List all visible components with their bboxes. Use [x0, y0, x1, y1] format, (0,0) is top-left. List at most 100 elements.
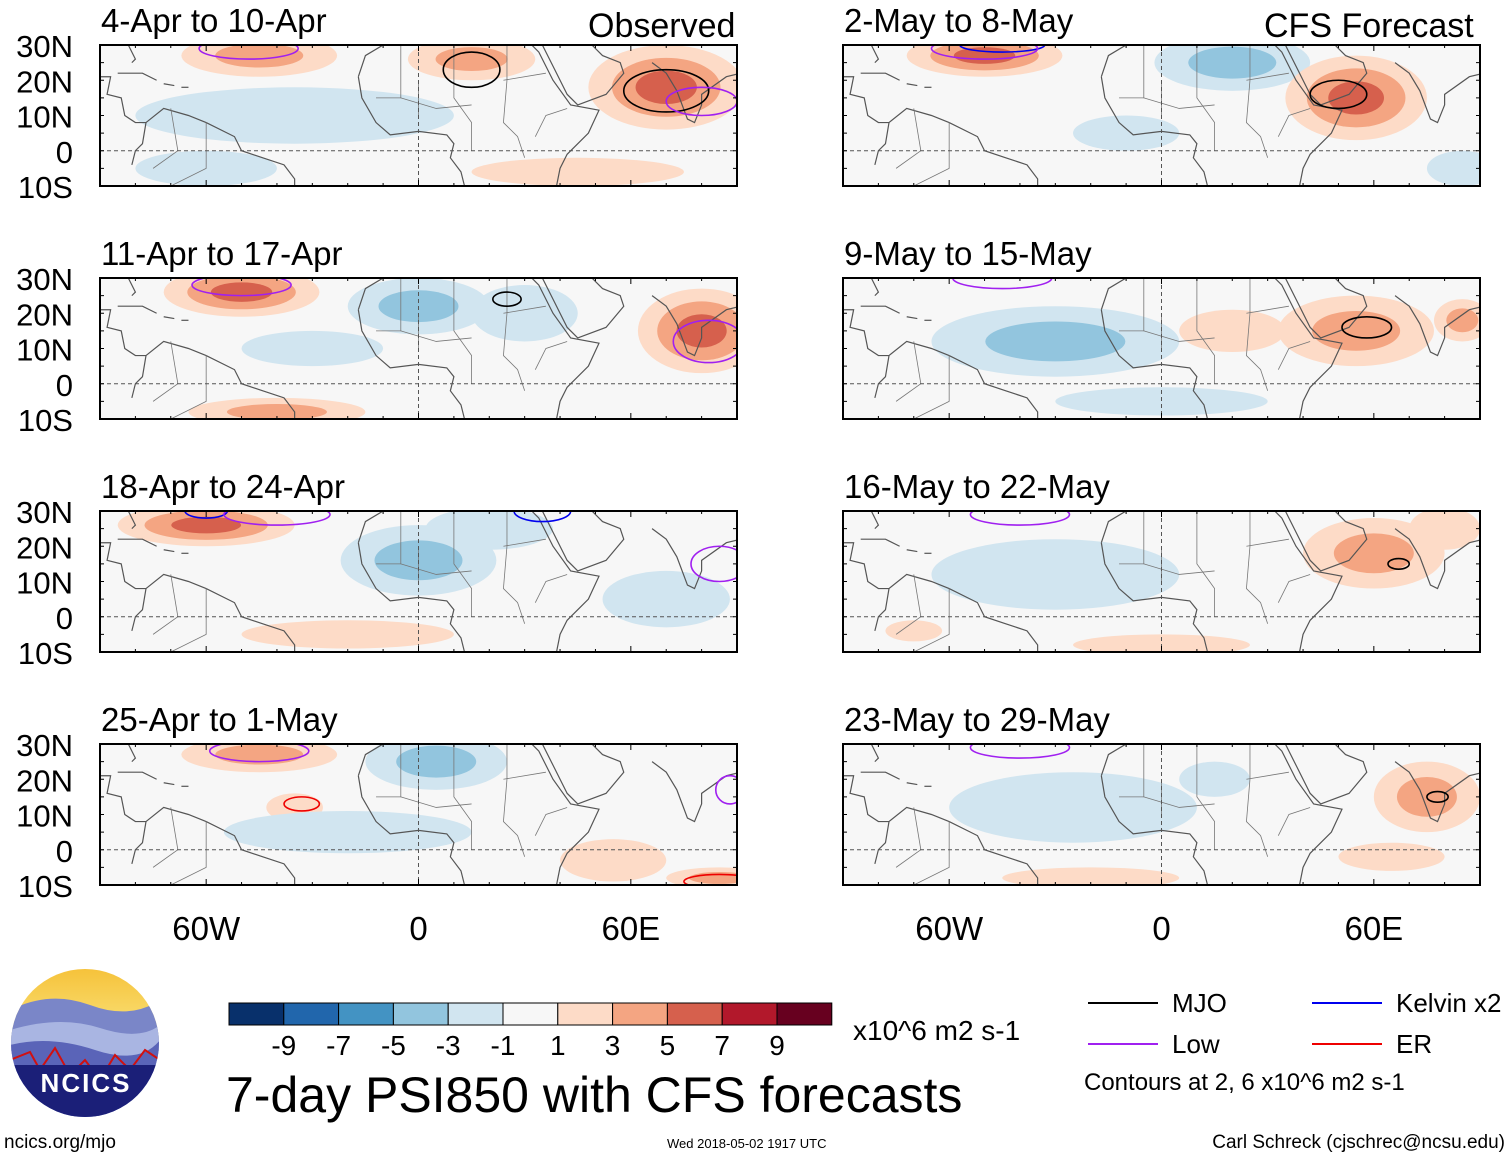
- er-contour: [283, 796, 321, 812]
- source-url[interactable]: ncics.org/mjo: [4, 1132, 116, 1153]
- coastline: [874, 588, 890, 631]
- anomaly-shading: [602, 570, 730, 628]
- lat-tick-label: 20N: [16, 763, 73, 798]
- coastline: [843, 76, 1039, 186]
- coastline: [357, 309, 466, 419]
- legend-label: ER: [1396, 1029, 1432, 1059]
- lat-tick-label: 30N: [16, 262, 73, 297]
- legend-label: MJO: [1172, 988, 1227, 1018]
- coastline: [1394, 528, 1480, 590]
- lat-tick-label: 0: [56, 135, 73, 170]
- anomaly-field: [843, 278, 1480, 419]
- coastline: [163, 83, 175, 87]
- coastline: [100, 76, 296, 186]
- ncics-logo: NCICS: [11, 969, 159, 1117]
- anomaly-shading: [949, 772, 1197, 843]
- coastline: [531, 45, 600, 186]
- coastline: [906, 549, 918, 553]
- country-border: [453, 278, 472, 384]
- coastline: [651, 62, 737, 124]
- coastline: [131, 588, 147, 631]
- panel-title: 18-Apr to 24-Apr: [101, 468, 345, 505]
- legend-label: Low: [1172, 1029, 1220, 1059]
- coastline: [1100, 76, 1209, 186]
- colorbar-label: 5: [660, 1030, 676, 1061]
- coastline: [357, 744, 384, 776]
- country-border: [1277, 108, 1311, 137]
- colorbar-label: -3: [436, 1030, 461, 1061]
- anomaly-shading: [396, 745, 477, 778]
- coastline: [531, 278, 600, 419]
- coastline: [1100, 542, 1209, 652]
- timestamp: Wed 2018-05-02 1917 UTC: [667, 1136, 826, 1151]
- coastline: [531, 511, 600, 652]
- coastline: [163, 316, 175, 320]
- colorbar-label: -1: [491, 1030, 516, 1061]
- low-contour: [969, 744, 1071, 759]
- coastline: [874, 122, 890, 165]
- country-border: [1143, 563, 1215, 575]
- anomaly-shading: [471, 157, 684, 186]
- coastline: [843, 309, 1039, 419]
- anomaly-field: [100, 511, 737, 652]
- country-border: [913, 821, 950, 885]
- coastline: [1100, 744, 1127, 776]
- coastline: [874, 821, 890, 864]
- panel-title: 16-May to 22-May: [844, 468, 1110, 505]
- country-border: [1143, 330, 1215, 342]
- coastline: [906, 316, 918, 320]
- anomaly-shading: [215, 744, 304, 765]
- anomaly-field: [843, 744, 1480, 885]
- low-contour: [714, 774, 737, 805]
- anomaly-shading: [1073, 634, 1250, 652]
- lat-tick-label: 10S: [18, 403, 73, 438]
- coastline: [127, 744, 137, 763]
- anomaly-shading: [1333, 533, 1414, 574]
- lon-tick-label: 60W: [915, 910, 984, 947]
- lat-tick-label: 10N: [16, 566, 73, 601]
- lat-tick-label: 30N: [16, 728, 73, 763]
- lat-tick-label: 10S: [18, 636, 73, 671]
- lat-tick-label: 10S: [18, 170, 73, 205]
- er-contour: [683, 873, 737, 885]
- country-border: [503, 278, 526, 391]
- mjo-contour: [492, 291, 522, 308]
- coastline: [163, 782, 175, 786]
- country-border: [170, 122, 207, 186]
- coastline: [1100, 775, 1209, 885]
- coastline: [1100, 45, 1127, 77]
- anomaly-shading: [226, 403, 327, 419]
- low-contour: [690, 545, 737, 583]
- mjo-contour: [442, 51, 501, 89]
- country-border: [534, 108, 568, 137]
- lon-tick-label: 60E: [601, 910, 660, 947]
- colorbar-swatch: [502, 1002, 559, 1026]
- panel-title: 23-May to 29-May: [844, 701, 1110, 738]
- country-border: [503, 72, 546, 81]
- anomaly-shading: [171, 516, 242, 534]
- anomaly-shading: [435, 47, 508, 72]
- country-border: [1246, 744, 1269, 857]
- country-border: [400, 330, 472, 342]
- coastline: [100, 775, 296, 885]
- anomaly-shading: [1409, 511, 1480, 550]
- forecast-heading: CFS Forecast: [1264, 7, 1474, 45]
- panel-title: 25-Apr to 1-May: [101, 701, 338, 738]
- country-border: [1277, 341, 1311, 370]
- coastline: [843, 775, 1039, 885]
- coastline: [117, 72, 157, 81]
- contour-note: Contours at 2, 6 x10^6 m2 s-1: [1084, 1069, 1405, 1096]
- coastline: [1274, 278, 1343, 419]
- coastline: [163, 549, 175, 553]
- coastline: [870, 278, 880, 297]
- anomaly-shading: [885, 620, 943, 642]
- colorbar-label: -9: [271, 1030, 296, 1061]
- anomaly-shading: [953, 47, 1016, 64]
- anomaly-shading: [471, 285, 578, 342]
- anomaly-field: [100, 278, 737, 419]
- units-label: x10^6 m2 s-1: [853, 1015, 1020, 1046]
- coastline: [127, 45, 137, 64]
- coastline: [127, 511, 137, 530]
- country-border: [1196, 744, 1215, 850]
